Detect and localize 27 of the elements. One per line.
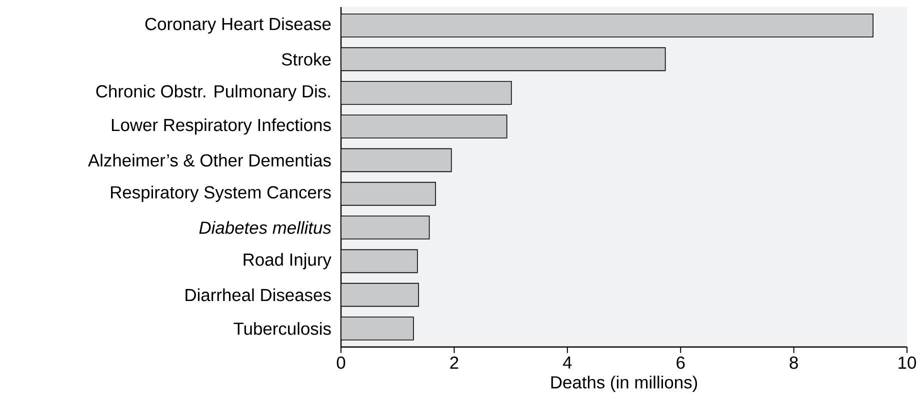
x-tick-label: 2: [450, 356, 458, 369]
x-tick-label: 0: [336, 356, 346, 369]
y-tick-label: Respiratory System Cancers: [111, 186, 331, 202]
bar: [341, 148, 452, 172]
bar: [341, 216, 430, 240]
bar: [341, 282, 419, 307]
y-tick-label: Diabetes mellitus: [199, 221, 332, 234]
bar: [341, 114, 508, 138]
x-tick-label: 4: [562, 356, 572, 369]
y-tick-label: Alzheimer’s & Other Dementias: [88, 154, 331, 167]
x-axis-title: Deaths (in millions): [551, 376, 697, 392]
bar: [341, 182, 436, 206]
y-tick-label: Road Injury: [244, 253, 332, 270]
x-tick-label: 10: [898, 356, 916, 369]
y-tick-label: Lower Respiratory Infections: [112, 118, 331, 135]
bar: [341, 80, 512, 105]
y-tick-label: Tuberculosis: [234, 322, 331, 335]
y-tick-label: Diarrheal Diseases: [186, 288, 331, 302]
bar: [341, 316, 414, 340]
x-tick-label: 6: [676, 356, 685, 369]
y-tick-label: Chronic Obstr. Pulmonary Dis.: [96, 84, 330, 101]
bar: [341, 14, 874, 38]
bar: [341, 249, 418, 274]
y-tick-label: Coronary Heart Disease: [145, 17, 331, 34]
bar: [341, 47, 666, 72]
x-tick-label: 8: [790, 356, 798, 369]
y-tick-label: Stroke: [282, 52, 331, 66]
